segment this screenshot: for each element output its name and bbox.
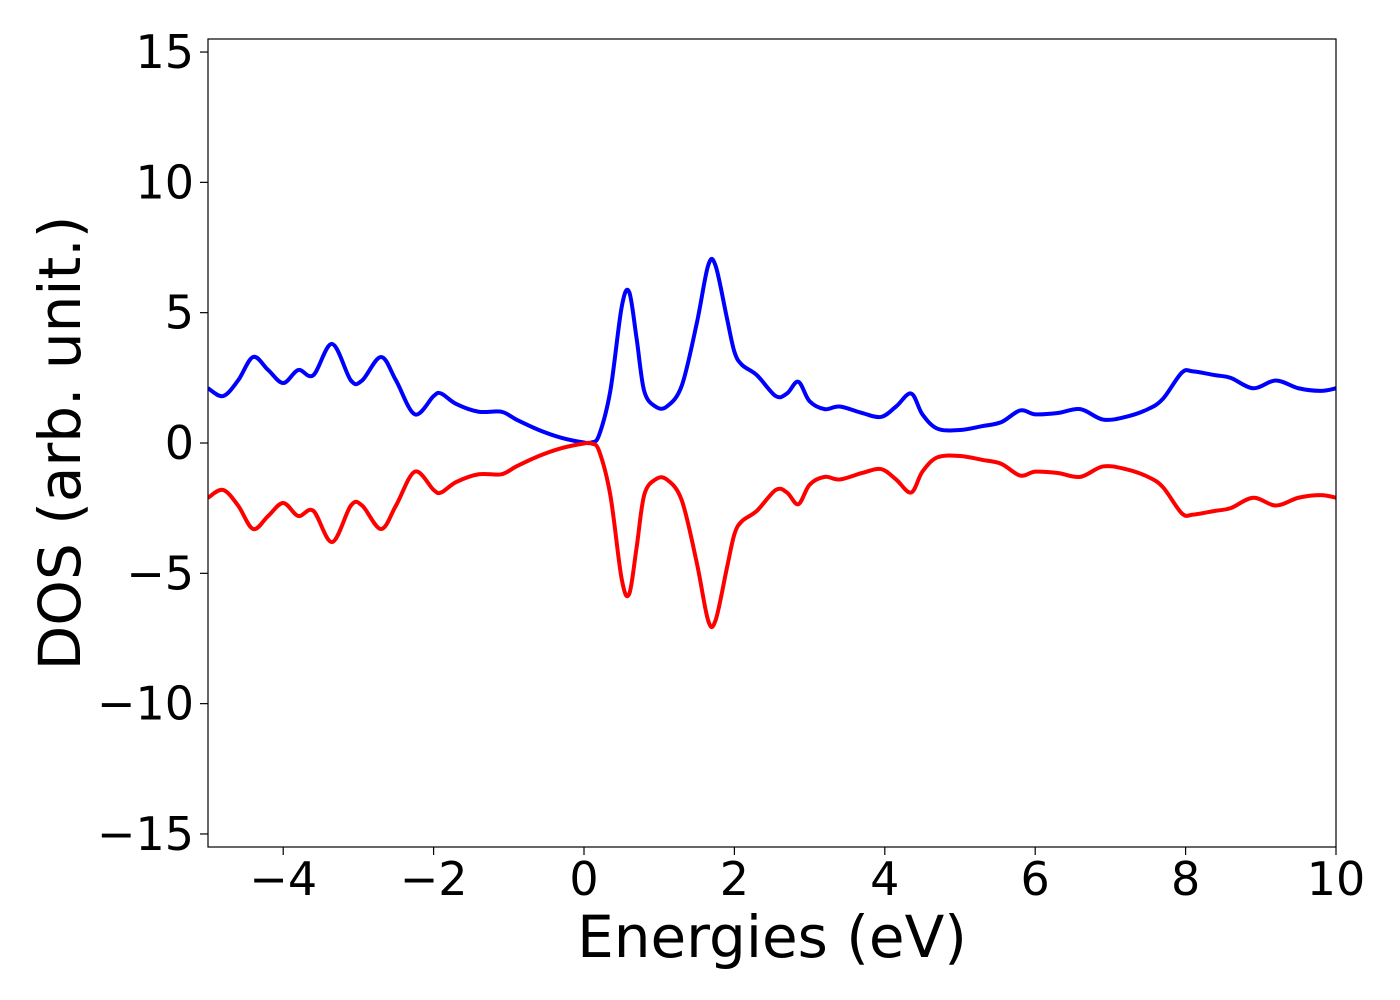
x-tick-label: −2 [400, 852, 468, 906]
x-tick-label: −4 [249, 852, 317, 906]
y-tick-label: 0 [165, 416, 194, 470]
x-tick-label: 8 [1171, 852, 1200, 906]
y-axis-label: DOS (arb. unit.) [26, 216, 94, 671]
y-tick-label: −10 [97, 677, 194, 731]
y-axis-ticks: −15 −10 −5 0 5 10 15 [97, 25, 208, 861]
y-tick-label: 15 [135, 25, 194, 79]
x-axis-ticks: −4 −2 0 2 4 6 8 10 [249, 847, 1365, 906]
series-line-1 [208, 256, 1336, 446]
x-tick-label: 6 [1021, 852, 1050, 906]
x-tick-label: 4 [870, 852, 899, 906]
x-tick-label: 2 [720, 852, 749, 906]
y-tick-label: 10 [135, 155, 194, 209]
x-tick-label: 10 [1307, 852, 1366, 906]
x-tick-label: 0 [569, 852, 598, 906]
y-tick-label: 5 [165, 286, 194, 340]
x-axis-label: Energies (eV) [577, 903, 967, 971]
series-layer [208, 256, 1336, 630]
y-tick-label: −15 [97, 807, 194, 861]
y-tick-label: −5 [126, 546, 194, 600]
series-line-2 [208, 440, 1336, 630]
